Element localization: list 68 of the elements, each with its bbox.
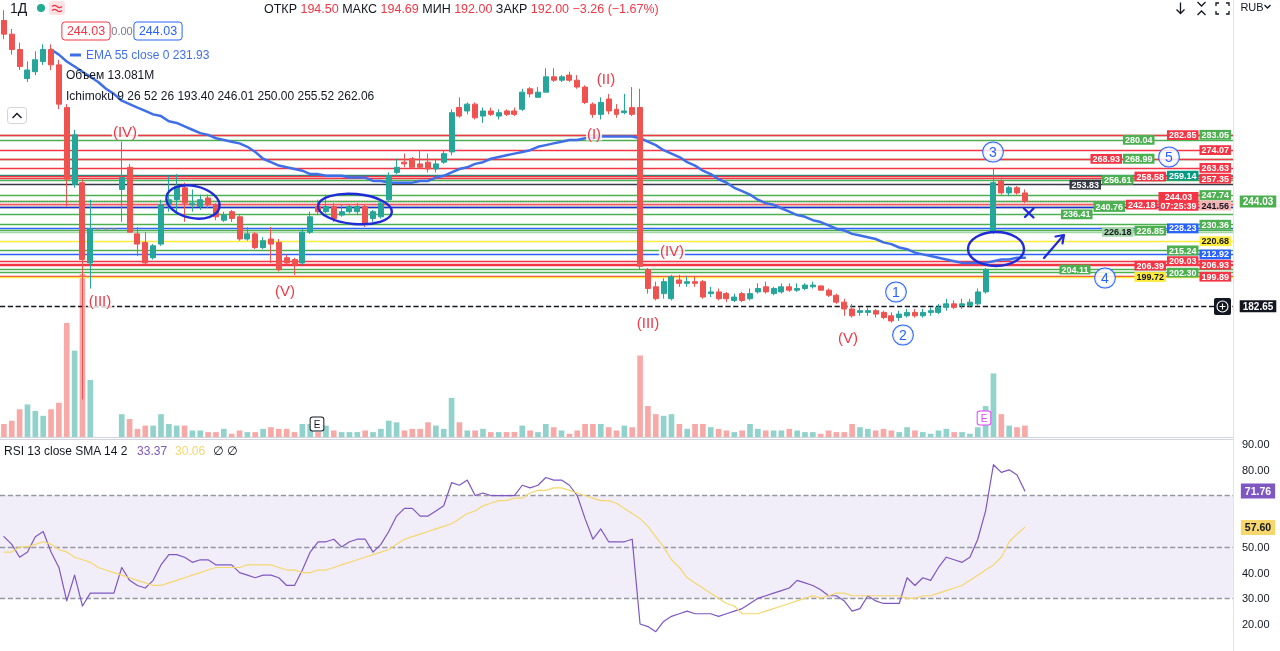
text: 57.60 <box>1244 521 1272 534</box>
ref-line-label: 241.56 <box>1201 200 1229 211</box>
ref-line-label: 259.14 <box>1168 170 1197 181</box>
text: 4 <box>1101 270 1110 286</box>
annotation: (V) <box>275 281 295 299</box>
ref-line-label: 283.05 <box>1201 129 1229 140</box>
chart-title: 1Д <box>10 0 28 16</box>
ref-line-label: 199.89 <box>1201 271 1229 282</box>
ref-line-label: 204.11 <box>1061 264 1089 275</box>
annotation: 0.00 <box>111 25 133 37</box>
annotation: 244.03 <box>138 24 178 38</box>
ref-line-label: 228.23 <box>1168 223 1197 234</box>
ref-line-label: 268.93 <box>1092 153 1120 164</box>
text: 71.76 <box>1244 485 1272 498</box>
annotation: (I) <box>586 124 602 142</box>
ref-line-label: 280.04 <box>1124 134 1153 145</box>
chart-title: RSI 13 close SMA 14 2 <box>4 444 128 458</box>
y-axis-title: RUB <box>1240 1 1264 13</box>
ref-line-label: 242.18 <box>1127 199 1156 210</box>
annotation: 244.03 <box>66 24 106 38</box>
ref-line-label: 206.39 <box>1136 260 1164 271</box>
y-tick-label: 182.65 <box>1242 300 1274 312</box>
annotation: (V) <box>838 328 858 346</box>
ref-line-label: 236.41 <box>1062 209 1091 220</box>
annotation: 2 <box>899 327 908 343</box>
y-tick-label: 80.00 <box>1242 463 1270 476</box>
ref-line-label: 274.07 <box>1201 145 1229 156</box>
y-tick-label: 90.00 <box>1242 438 1270 451</box>
annotation: (III) <box>636 313 660 331</box>
ref-line-label: 199.72 <box>1136 272 1164 283</box>
ref-line-label: 258.58 <box>1136 171 1164 182</box>
text: ОТКР 194.50 МАКС 194.69 МИН 192.00 ЗАКР 192.00 −3.26 (−1.67%) <box>264 1 659 16</box>
ref-line-label: 202.30 <box>1168 267 1197 278</box>
legend-label: EMA 55 close 0 231.93 <box>86 48 210 62</box>
ref-line-label: 226.85 <box>1136 225 1164 236</box>
annotation: 33.37 <box>137 444 168 458</box>
y-tick-label: 20.00 <box>1242 618 1270 631</box>
ref-line-label: 215.24 <box>1168 245 1197 256</box>
ref-line-label: 268.99 <box>1124 153 1153 164</box>
text: 5 <box>1165 149 1174 165</box>
ref-line-label: 212.92 <box>1201 249 1229 260</box>
ref-line-label: 230.36 <box>1201 219 1229 230</box>
annotation: 30.06 <box>175 444 206 458</box>
ref-line-label: 226.18 <box>1103 226 1132 237</box>
annotation: (IV) <box>659 241 685 259</box>
ref-line-label: 253.83 <box>1071 179 1099 190</box>
ref-line-label: 206.93 <box>1201 259 1229 270</box>
y-tick-label: 40.00 <box>1242 566 1270 579</box>
ref-line-label: 282.85 <box>1168 130 1197 141</box>
ref-line-label: 240.76 <box>1095 201 1123 212</box>
annotation: (IV) <box>112 122 138 140</box>
annotation: 1 <box>892 284 901 300</box>
annotation: (II) <box>596 69 616 87</box>
y-tick-label: 50.00 <box>1242 540 1270 553</box>
ref-line-label: 209.03 <box>1168 256 1197 267</box>
annotation: (III) <box>88 291 112 309</box>
ref-line-label: 263.63 <box>1201 162 1229 173</box>
y-tick-label: 244.03 <box>1242 195 1274 207</box>
ref-line-label: 256.61 <box>1103 174 1132 185</box>
annotation: 3 <box>989 144 998 160</box>
annotation: ∅ ∅ <box>213 444 238 458</box>
ref-line-label: 257.35 <box>1201 173 1229 184</box>
ref-line-label: 244.03 07:25:39 <box>1160 191 1197 211</box>
y-tick-label: 30.00 <box>1242 592 1270 605</box>
annotation: E <box>313 418 321 430</box>
ref-line-label: 247.74 <box>1201 190 1229 201</box>
annotation: E <box>980 412 988 424</box>
ref-line-label: 220.68 <box>1201 236 1229 247</box>
